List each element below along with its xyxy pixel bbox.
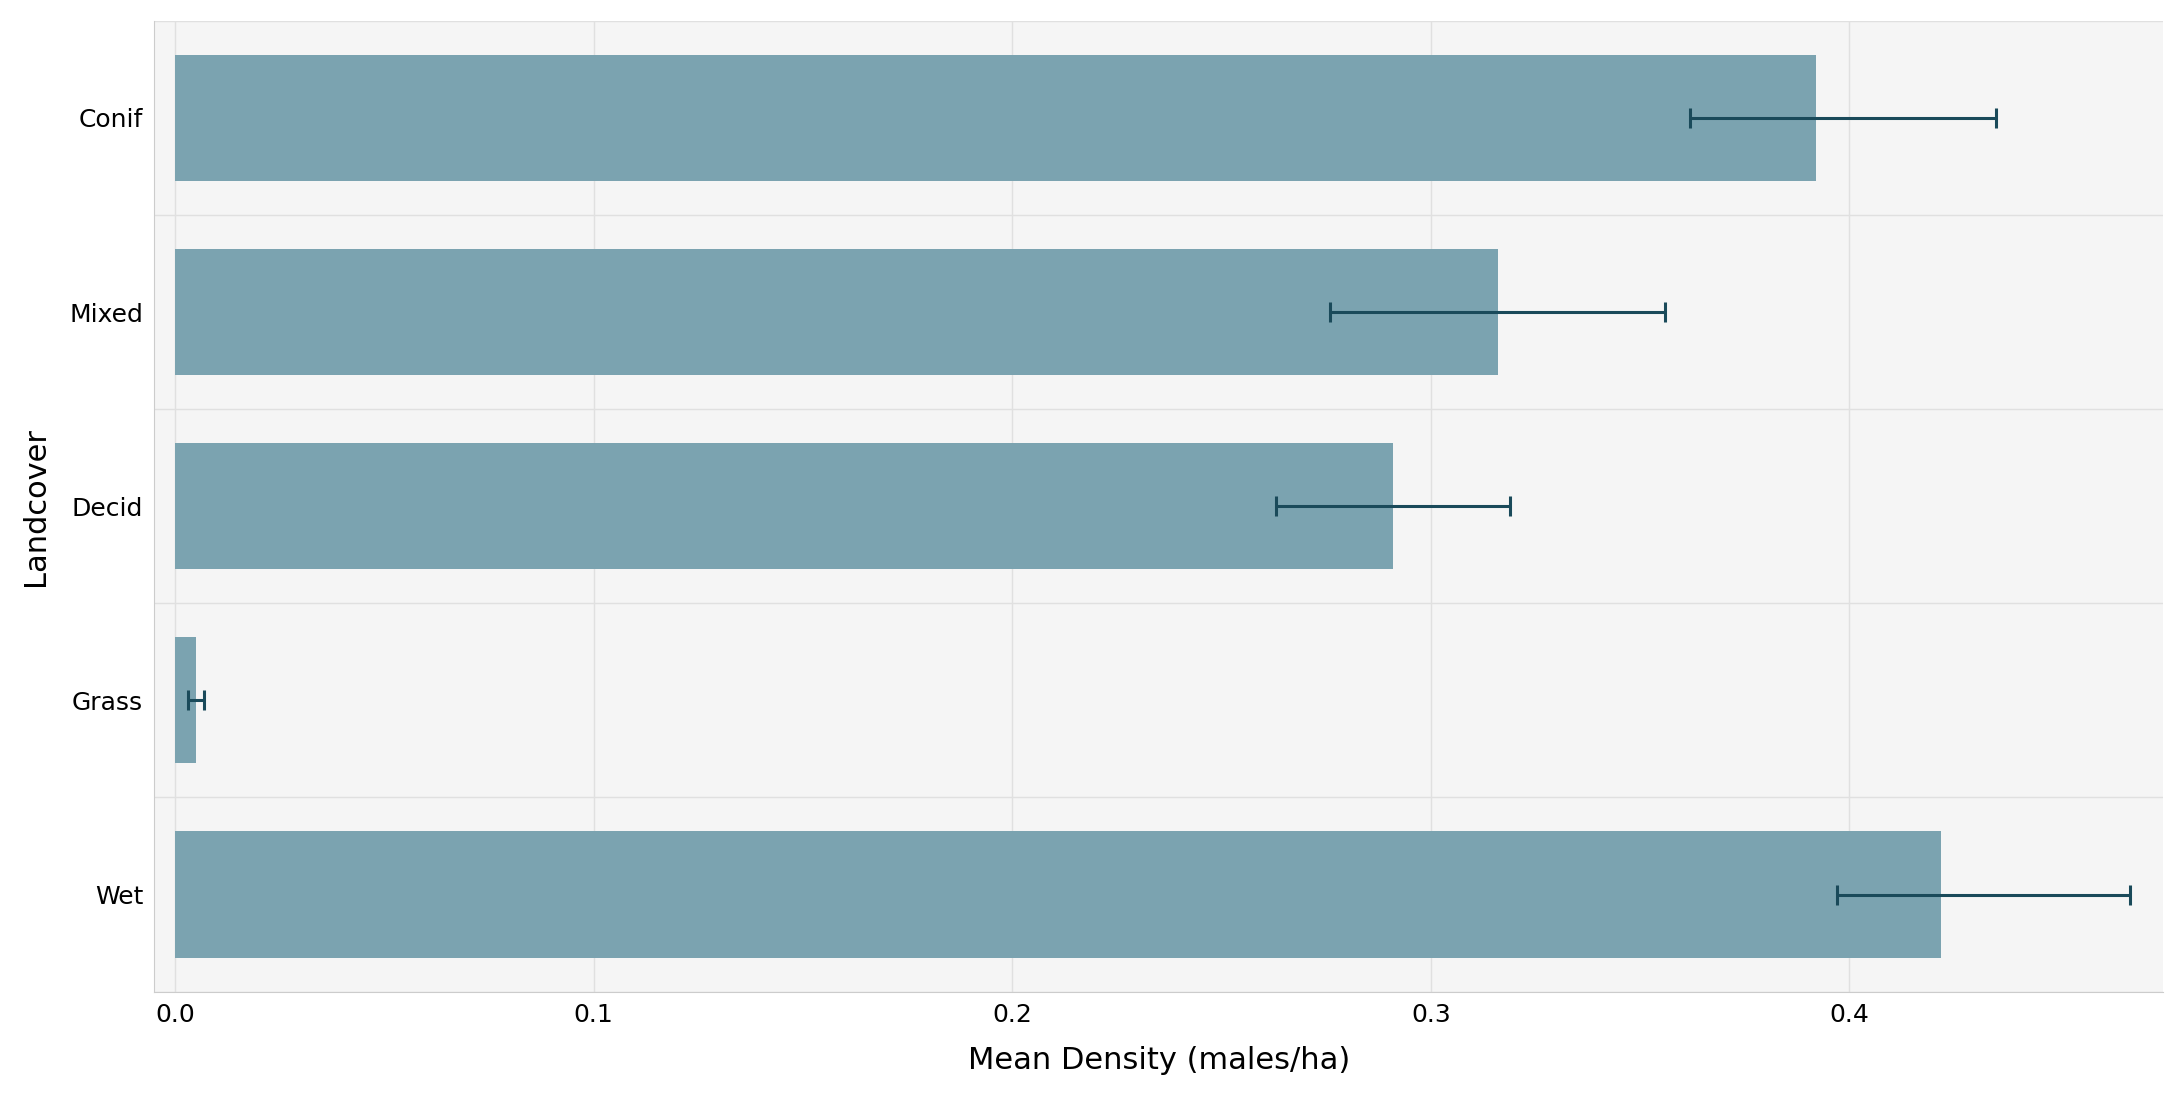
Bar [175,832,1942,958]
Y-axis label: Landcover: Landcover [22,426,50,585]
Bar [175,637,197,764]
X-axis label: Mean Density (males/ha): Mean Density (males/ha) [968,1047,1350,1075]
Bar [175,55,1815,181]
Bar [175,443,1393,569]
Bar [175,249,1498,375]
